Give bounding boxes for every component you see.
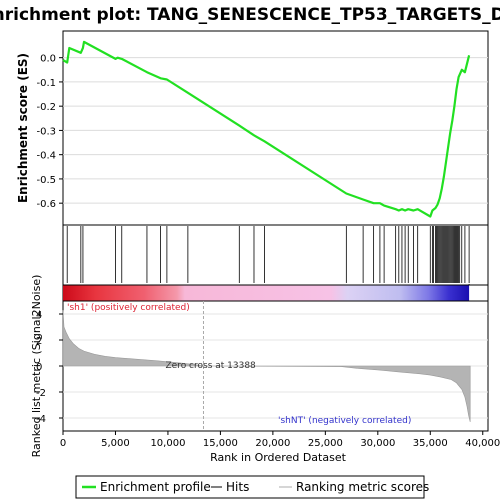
es-y-tick-label: -0.3 xyxy=(36,126,56,137)
es-y-tick-label: -0.4 xyxy=(36,151,56,162)
x-tick-label: 15,000 xyxy=(203,438,238,449)
es-y-tick-label: -0.5 xyxy=(36,175,56,186)
ranking-metric-series xyxy=(62,310,471,422)
metric-axis-label: Ranked list metric (Signal2Noise) xyxy=(30,275,43,458)
enrichment-profile-line xyxy=(62,40,471,218)
hits-panel xyxy=(62,224,489,286)
hits-series xyxy=(66,226,470,301)
x-tick-label: 40,000 xyxy=(465,438,500,449)
x-tick-label: 20,000 xyxy=(255,438,290,449)
es-axis-label: Enrichment score (ES) xyxy=(16,53,30,203)
metric-y-tick-label: -4 xyxy=(36,414,46,425)
legend-label-enrichment-profile: Enrichment profile xyxy=(100,480,211,494)
x-tick-label: 0 xyxy=(60,438,66,449)
es-gridlines xyxy=(63,57,488,204)
zero-cross-label: Zero cross at 13388 xyxy=(165,361,256,371)
x-tick-label: 35,000 xyxy=(413,438,448,449)
x-tick-label: 5,000 xyxy=(101,438,130,449)
es-panel xyxy=(62,30,489,226)
metric-y-tick-label: 2 xyxy=(36,336,42,347)
es-y-tick-label: -0.2 xyxy=(36,102,56,113)
es-y-tick-label: -0.6 xyxy=(36,199,56,210)
ranking-metric-area xyxy=(62,310,471,422)
legend-item-enrichment-profile: Enrichment profile xyxy=(82,480,211,494)
es-y-axis: 0.0 -0.1 -0.2 -0.3 -0.4 -0.5 -0.6 xyxy=(36,54,63,210)
negative-correlation-label: 'shNT' (negatively correlated) xyxy=(278,416,411,426)
es-y-tick-label: -0.1 xyxy=(36,78,56,89)
ranking-color-gradient xyxy=(63,285,470,301)
x-tick-label: 10,000 xyxy=(150,438,185,449)
x-axis: 0 5,000 10,000 15,000 20,000 25,000 30,000 35,0… xyxy=(60,431,500,449)
legend-item-ranking-metric: Ranking metric scores xyxy=(279,480,429,494)
metric-y-tick-label: 4 xyxy=(36,310,42,321)
x-tick-label: 25,000 xyxy=(308,438,343,449)
metric-y-axis: 4 2 0 -2 -4 xyxy=(36,310,63,425)
es-y-tick-label: 0.0 xyxy=(40,54,56,65)
legend-item-hits: Hits xyxy=(211,480,249,494)
positive-correlation-label: 'sh1' (positively correlated) xyxy=(67,303,190,313)
legend-box xyxy=(75,475,425,499)
chart-title: Enrichment plot: TANG_SENESCENCE_TP53_TA… xyxy=(0,5,500,25)
metric-y-tick-label: 0 xyxy=(36,362,42,373)
enrichment-profile-series xyxy=(62,40,471,218)
legend-label-ranking-metric: Ranking metric scores xyxy=(296,480,429,494)
x-tick-label: 30,000 xyxy=(360,438,395,449)
metric-y-tick-label: -2 xyxy=(36,388,46,399)
x-axis-label: Rank in Ordered Dataset xyxy=(210,451,347,464)
legend-label-hits: Hits xyxy=(226,480,249,494)
